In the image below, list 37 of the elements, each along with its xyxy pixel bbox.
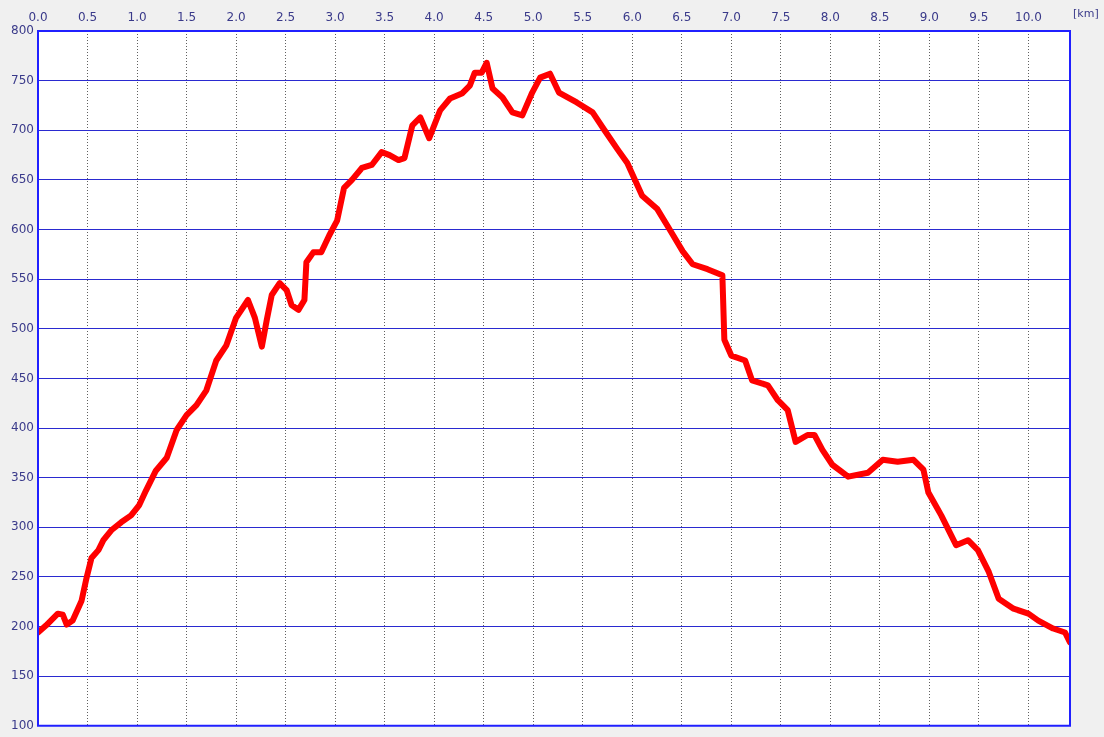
x-tick-label: 8.0 xyxy=(820,9,840,24)
y-tick-label: 100 xyxy=(11,717,34,732)
x-tick-label: 1.5 xyxy=(177,9,197,24)
y-tick-label: 400 xyxy=(11,420,34,435)
y-tick-label: 150 xyxy=(11,668,34,683)
y-tick-label: 500 xyxy=(11,320,34,335)
x-tick-label: 7.5 xyxy=(771,9,791,24)
y-tick-label: 450 xyxy=(11,370,34,385)
x-axis-title: [km] xyxy=(1073,6,1099,20)
y-tick-label: 200 xyxy=(11,618,34,633)
x-tick-label: 2.0 xyxy=(226,9,246,24)
x-tick-label: 9.0 xyxy=(919,9,939,24)
x-tick-label: 5.5 xyxy=(573,9,593,24)
y-tick-label: 550 xyxy=(11,271,34,286)
x-tick-label: 3.0 xyxy=(325,9,345,24)
x-tick-label: 5.0 xyxy=(523,9,543,24)
x-tick-label: 3.5 xyxy=(375,9,395,24)
x-tick-label: 6.0 xyxy=(622,9,642,24)
y-tick-label: 250 xyxy=(11,569,34,584)
x-tick-label: 10.0 xyxy=(1015,9,1042,24)
x-tick-label: 6.5 xyxy=(672,9,692,24)
x-tick-label: 8.5 xyxy=(870,9,890,24)
x-tick-label: 2.5 xyxy=(276,9,296,24)
x-tick-label: 9.5 xyxy=(969,9,989,24)
y-tick-label: 750 xyxy=(11,72,34,87)
y-tick-label: 650 xyxy=(11,172,34,187)
x-tick-label: 0.5 xyxy=(77,9,98,24)
x-tick-label: 7.0 xyxy=(721,9,741,24)
x-tick-label: 4.0 xyxy=(424,9,444,24)
x-tick-label: 0.0 xyxy=(28,9,48,24)
x-tick-label: 1.0 xyxy=(127,9,147,24)
y-tick-label: 300 xyxy=(11,519,34,534)
y-tick-label: 700 xyxy=(11,122,34,137)
x-tick-label: 4.5 xyxy=(474,9,494,24)
y-tick-label: 600 xyxy=(11,221,34,236)
y-tick-label: 350 xyxy=(11,469,34,484)
y-tick-label: 800 xyxy=(11,23,34,38)
